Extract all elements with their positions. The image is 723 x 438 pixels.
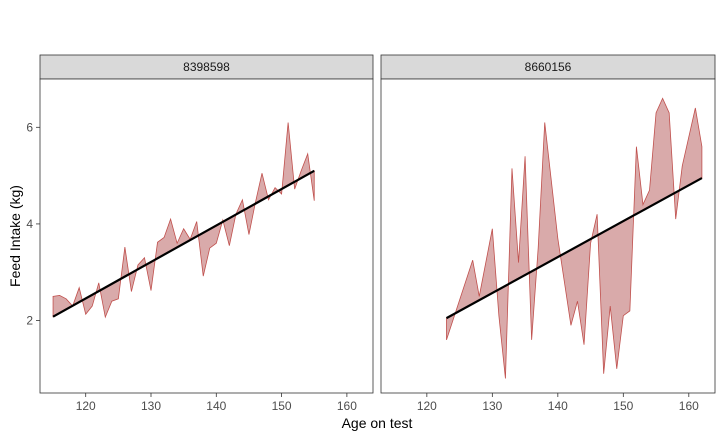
y-tick-label: 2 xyxy=(26,314,33,328)
x-tick-label: 140 xyxy=(548,399,568,413)
trend-line-right xyxy=(445,177,703,320)
x-tick-label: 120 xyxy=(76,399,96,413)
x-tick-label: 160 xyxy=(337,399,357,413)
x-tick-label: 150 xyxy=(272,399,292,413)
y-tick-label: 6 xyxy=(26,120,33,134)
strip-label-right: 8660156 xyxy=(525,60,572,74)
marks-right xyxy=(445,97,703,379)
strip-label-left: 8398598 xyxy=(183,60,230,74)
x-tick-label: 150 xyxy=(613,399,633,413)
x-tick-label: 130 xyxy=(141,399,161,413)
x-axis-title: Age on test xyxy=(342,415,413,431)
x-tick-label: 130 xyxy=(482,399,502,413)
panel-left: 8398598 120 130 140 150 160 xyxy=(39,54,374,413)
x-tick-label: 140 xyxy=(206,399,226,413)
y-tick-label: 4 xyxy=(26,217,33,231)
strip-right xyxy=(380,54,716,80)
x-tick-label: 120 xyxy=(417,399,437,413)
y-axis-title: Feed Intake (kg) xyxy=(7,185,23,287)
panel-right: 8660156 120 130 140 150 160 xyxy=(380,54,716,413)
x-tick-label: 160 xyxy=(679,399,699,413)
marks-left xyxy=(52,122,315,319)
y-axis: 2 4 6 xyxy=(26,120,40,328)
trend-line-left xyxy=(52,169,315,318)
strip-left xyxy=(39,54,374,80)
x-axis-right: 120 130 140 150 160 xyxy=(417,393,699,413)
x-axis-left: 120 130 140 150 160 xyxy=(76,393,357,413)
